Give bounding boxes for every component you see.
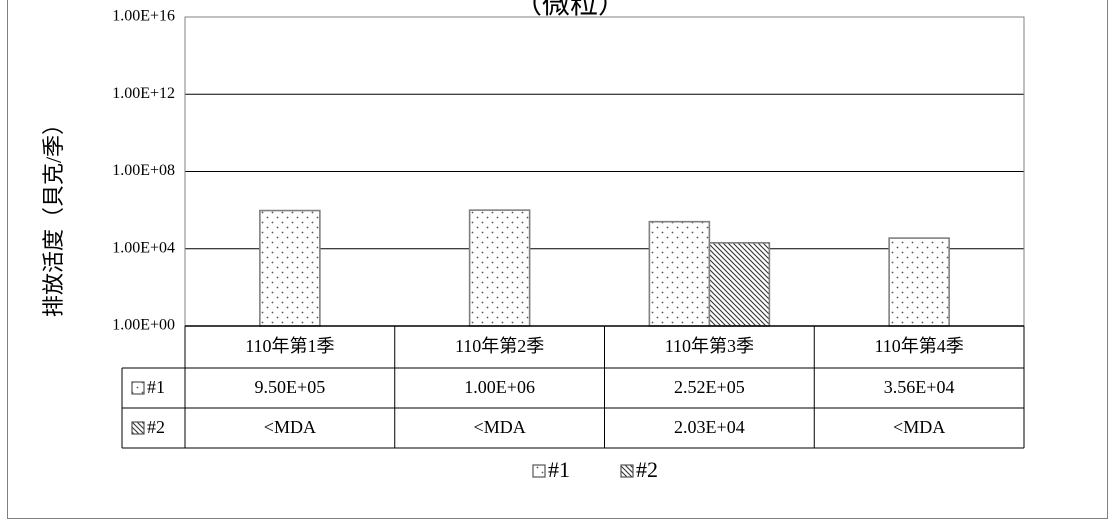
data-label: <MDA — [474, 417, 526, 437]
table-series-name: #1 — [147, 377, 165, 397]
bar-s2-3 — [708, 242, 771, 327]
y-tick-label: 1.00E+16 — [112, 8, 175, 25]
data-label: 1.00E+06 — [464, 377, 535, 397]
x-tick-label: 110年第3季 — [665, 336, 754, 356]
table-legend-key — [131, 421, 145, 435]
data-label: 2.52E+05 — [674, 377, 745, 397]
table-legend-key — [131, 381, 145, 395]
data-label: 2.03E+04 — [674, 417, 745, 437]
y-tick-label: 1.00E+04 — [112, 239, 175, 256]
y-tick-label: 1.00E+08 — [112, 162, 175, 179]
legend-swatch — [532, 464, 546, 478]
bar-s1-4 — [888, 237, 950, 327]
legend-entry: #1 — [548, 457, 570, 482]
y-tick-label: 1.00E+12 — [112, 85, 175, 102]
bar-s1-3 — [648, 220, 711, 327]
y-tick-label: 1.00E+00 — [112, 317, 175, 334]
bar-s1-2 — [468, 209, 531, 327]
data-label: <MDA — [893, 417, 945, 437]
chart-title: （微粒） — [514, 0, 626, 20]
data-label: 3.56E+04 — [884, 377, 955, 397]
legend-swatch — [620, 464, 634, 478]
legend-entry: #2 — [636, 457, 658, 482]
data-label: <MDA — [264, 417, 316, 437]
bar-s1-1 — [259, 209, 321, 327]
x-tick-label: 110年第2季 — [455, 336, 544, 356]
y-axis-label: 排放活度（貝克/季） — [41, 113, 66, 317]
plot-layer: 1.00E+00 1.00E+04 1.00E+08 1.00E+12 1.00E+16… — [112, 8, 1025, 482]
chart-frame — [7, 0, 1108, 519]
table-series-name: #2 — [147, 417, 165, 437]
x-tick-label: 110年第4季 — [874, 336, 963, 356]
data-label: 9.50E+05 — [255, 377, 326, 397]
x-tick-label: 110年第1季 — [245, 336, 334, 356]
